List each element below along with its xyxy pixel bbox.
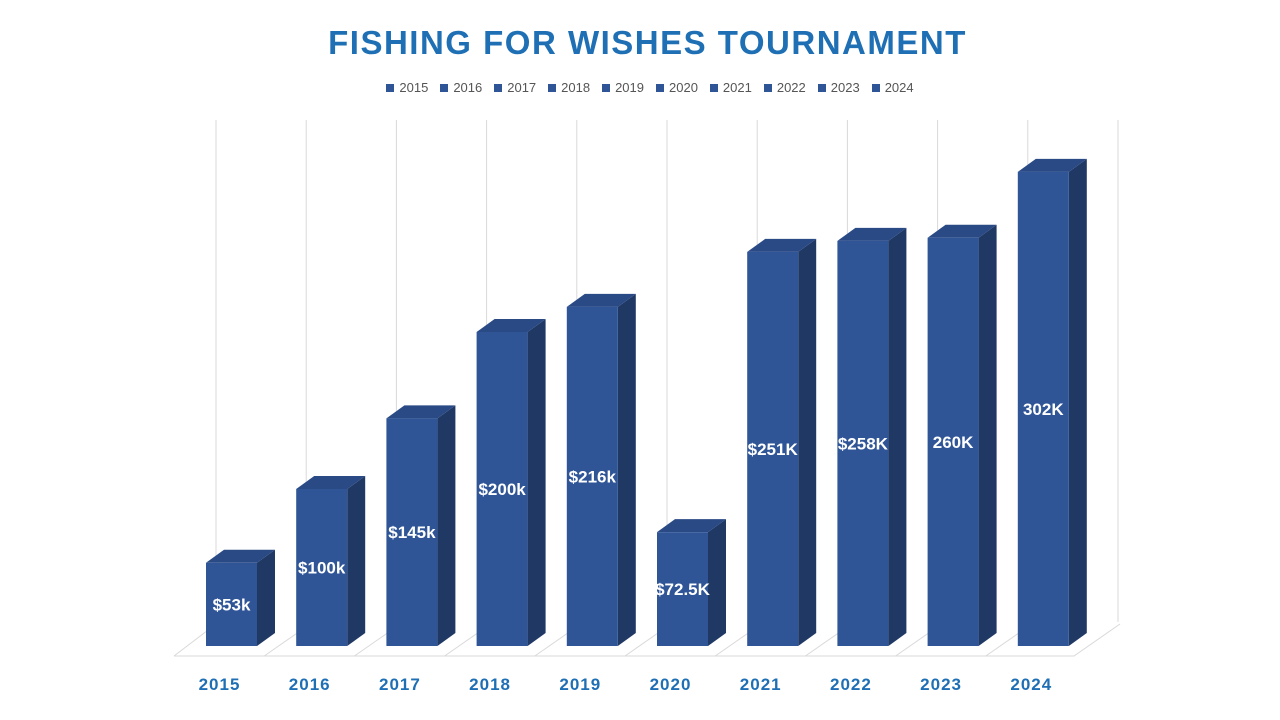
bar	[747, 251, 799, 647]
x-tick-label: 2017	[379, 675, 421, 694]
x-tick-label: 2016	[289, 675, 331, 694]
legend-item: 2024	[871, 80, 914, 95]
bar	[296, 488, 348, 646]
legend-label: 2015	[399, 80, 429, 95]
data-label: 260K	[933, 433, 974, 452]
bar-top	[206, 549, 275, 563]
legend-label: 2021	[722, 80, 752, 95]
data-label: $216k	[569, 467, 617, 486]
legend-swatch	[440, 83, 449, 92]
legend-item: 2016	[440, 80, 482, 95]
bar-top	[386, 405, 456, 419]
bar-top	[747, 238, 817, 252]
legend-label: 2024	[884, 80, 914, 95]
legend-label: 2019	[615, 80, 644, 95]
x-tick-label: 2020	[650, 675, 692, 694]
bar-side	[257, 549, 275, 646]
bar-side	[888, 227, 907, 646]
bar-top	[837, 227, 907, 241]
legend-swatch	[871, 83, 880, 92]
bar	[927, 237, 979, 646]
legend-swatch	[386, 83, 395, 92]
legend-label: 2022	[776, 80, 806, 95]
data-labels: $53k $100k $145k $200k $216k $72.5K $251K $258K…	[213, 400, 1065, 614]
legend-swatch	[656, 83, 664, 92]
bar	[476, 331, 528, 646]
bar-side	[437, 405, 456, 646]
legend-item: 2020	[656, 80, 698, 95]
bars	[206, 158, 1087, 647]
x-tick-label: 2019	[559, 675, 601, 694]
x-tick-label: 2022	[830, 675, 872, 694]
bar	[837, 240, 889, 646]
bar-side	[617, 293, 636, 646]
data-label: $200k	[478, 480, 526, 499]
legend-swatch	[494, 83, 503, 92]
legend-label: 2020	[669, 80, 698, 95]
bar-side	[527, 318, 546, 646]
chart-title: FISHING FOR WISHES TOURNAMENT	[328, 24, 967, 61]
x-tick-label: 2015	[199, 675, 241, 694]
legend-label: 2017	[507, 80, 537, 95]
data-label: $72.5K	[655, 580, 711, 599]
bar-side	[1068, 158, 1087, 646]
x-tick-label: 2018	[469, 675, 511, 694]
x-tick-label: 2024	[1010, 675, 1052, 694]
bar	[1017, 171, 1069, 646]
legend-item: 2022	[763, 80, 806, 95]
legend-swatch	[763, 83, 772, 92]
data-label: $258K	[838, 434, 889, 453]
bar	[386, 418, 438, 646]
legend-label: 2016	[453, 80, 483, 95]
legend-item: 2023	[817, 80, 860, 95]
x-axis-ticks: 2015 2016 2017 2018 2019 2020 2021 2022 2023 2024	[199, 675, 1052, 694]
bar	[657, 532, 708, 646]
bar-top	[1017, 158, 1087, 172]
bar-top	[566, 293, 636, 307]
legend-swatch	[602, 83, 611, 92]
legend-item: 2021	[709, 80, 752, 95]
bar-side	[347, 475, 366, 646]
legend-swatch	[548, 83, 557, 92]
bar-top	[476, 318, 546, 332]
legend-label: 2023	[830, 80, 860, 95]
bar-top	[296, 475, 366, 489]
data-label: $251K	[748, 440, 799, 459]
floor-edge	[174, 623, 1121, 657]
legend-label: 2018	[561, 80, 591, 95]
legend-swatch	[817, 83, 826, 92]
x-tick-label: 2023	[920, 675, 962, 694]
bar-side	[708, 519, 726, 646]
legend-swatch	[709, 83, 718, 92]
legend-item: 2019	[602, 80, 644, 95]
data-label: $100k	[298, 558, 346, 577]
bar	[566, 306, 618, 646]
legend: 2015 2016 2017 2018 2019 2020 2021 2022 2023 2024	[0, 80, 1280, 95]
bar-side	[978, 224, 997, 646]
x-tick-label: 2021	[740, 675, 782, 694]
bar-top	[657, 519, 726, 533]
bar-top	[927, 224, 997, 238]
bar	[206, 562, 257, 646]
legend-item: 2015	[386, 80, 428, 95]
legend-item: 2017	[494, 80, 536, 95]
bar-side	[798, 238, 817, 647]
data-label: $53k	[213, 595, 251, 614]
data-label: $145k	[388, 523, 436, 542]
data-label: 302K	[1023, 400, 1064, 419]
legend-item: 2018	[548, 80, 590, 95]
